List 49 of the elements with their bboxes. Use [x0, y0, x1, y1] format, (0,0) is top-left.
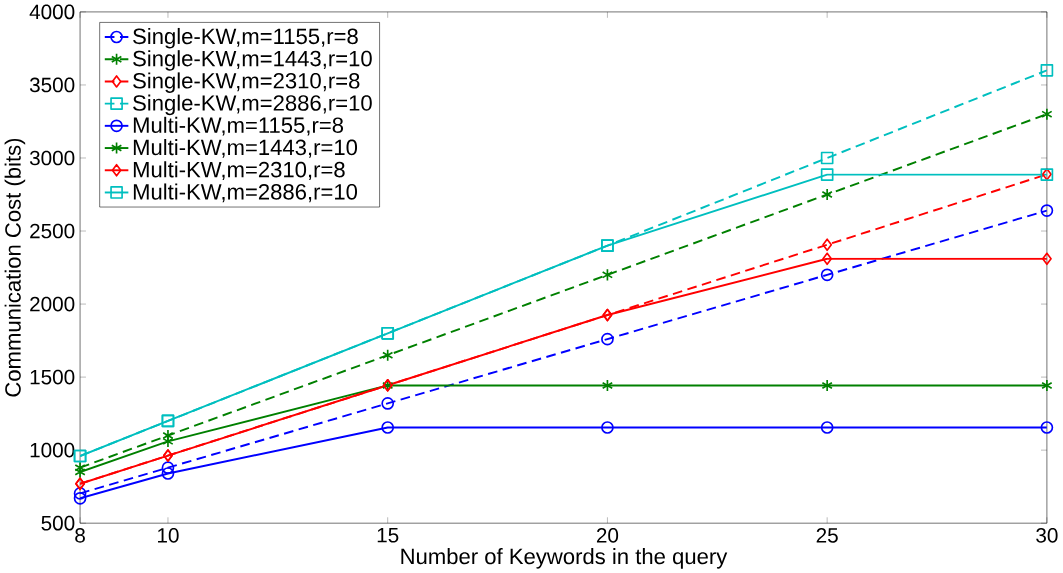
- x-tick-label: 20: [596, 527, 619, 543]
- y-tick-label: 4000: [29, 4, 75, 20]
- point: [1041, 378, 1053, 392]
- point: [821, 378, 833, 392]
- y-tick-label: 2000: [30, 296, 75, 312]
- point: [820, 168, 834, 181]
- point: [161, 467, 175, 480]
- point: [601, 421, 614, 434]
- point: [1040, 204, 1054, 217]
- point: [820, 421, 834, 434]
- y-tick-label: 3000: [29, 150, 75, 166]
- y-tick-label: 2500: [30, 223, 75, 239]
- y-tick-label: 1000: [30, 442, 75, 458]
- point: [820, 151, 834, 165]
- legend-label: Multi-KW,m=2310,r=8: [133, 161, 345, 180]
- x-tick-label: 30: [1036, 527, 1058, 543]
- point: [73, 491, 87, 505]
- point: [161, 461, 175, 474]
- y-tick-label: 1500: [30, 369, 75, 385]
- x-axis-title: Number of Keywords in the query: [401, 547, 728, 569]
- point: [73, 486, 87, 500]
- point: [1040, 63, 1054, 77]
- y-tick-label: 500: [41, 515, 75, 531]
- point: [382, 348, 394, 362]
- point: [601, 332, 614, 346]
- point: [601, 268, 614, 282]
- point: [601, 378, 614, 392]
- y-tick-label: 3500: [29, 77, 75, 93]
- point: [381, 421, 395, 434]
- legend-label: Single-KW,m=1155,r=8: [133, 27, 358, 49]
- legend-label: Multi-KW,m=1155,r=8: [133, 116, 344, 136]
- point: [1041, 107, 1053, 121]
- x-tick-label: 10: [158, 527, 179, 543]
- legend-label: Multi-KW,m=2886,r=10: [133, 183, 358, 203]
- point: [821, 188, 833, 201]
- point: [1041, 252, 1052, 266]
- point: [820, 268, 834, 282]
- y-axis-title: Communication Cost (bits): [4, 138, 26, 397]
- x-tick-label: 25: [816, 527, 838, 543]
- point: [1040, 421, 1054, 434]
- legend-label: Single-KW,m=2886,r=10: [133, 94, 372, 116]
- legend-label: Multi-KW,m=1443,r=10: [133, 138, 358, 158]
- x-tick-label: 8: [75, 527, 85, 543]
- legend-label: Single-KW,m=1443,r=10: [133, 50, 372, 71]
- point: [822, 252, 833, 266]
- x-tick-label: 15: [377, 527, 399, 543]
- legend-label: Single-KW,m=2310,r=8: [133, 72, 360, 93]
- point: [822, 238, 833, 251]
- point: [381, 396, 395, 410]
